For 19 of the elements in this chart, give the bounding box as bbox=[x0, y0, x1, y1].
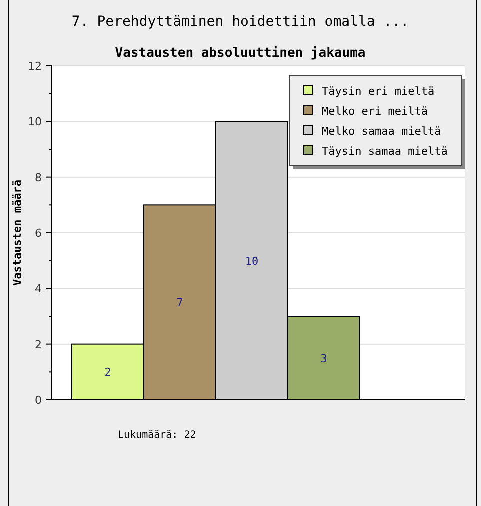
y-axis-title: Vastausten määrä bbox=[11, 180, 24, 286]
legend-label: Melko samaa mieltä bbox=[322, 125, 442, 138]
y-tick-label: 8 bbox=[35, 171, 42, 184]
data-label: 2 bbox=[104, 366, 112, 380]
text: Lukumäärä: 22 bbox=[118, 430, 196, 441]
y-tick-label: 10 bbox=[28, 116, 42, 129]
y-tick-label: 4 bbox=[35, 282, 42, 296]
chart-subtitle: Vastausten absoluuttinen jakauma bbox=[115, 46, 366, 61]
data-label: 10 bbox=[245, 254, 259, 268]
legend-label: Melko eri meiltä bbox=[322, 105, 428, 118]
y-tick-label: 6 bbox=[35, 227, 42, 240]
data-label: 7 bbox=[176, 296, 184, 310]
data-label: 3 bbox=[320, 352, 328, 366]
y-tick-label: 0 bbox=[35, 394, 42, 407]
legend-label: Täysin samaa mieltä bbox=[322, 145, 448, 158]
legend-label: Täysin eri mieltä bbox=[322, 85, 435, 98]
chart-title: 7. Perehdyttäminen hoidettiin omalla ... bbox=[72, 14, 410, 30]
y-tick-label: 2 bbox=[35, 338, 42, 352]
y-tick-label: 12 bbox=[28, 60, 42, 73]
